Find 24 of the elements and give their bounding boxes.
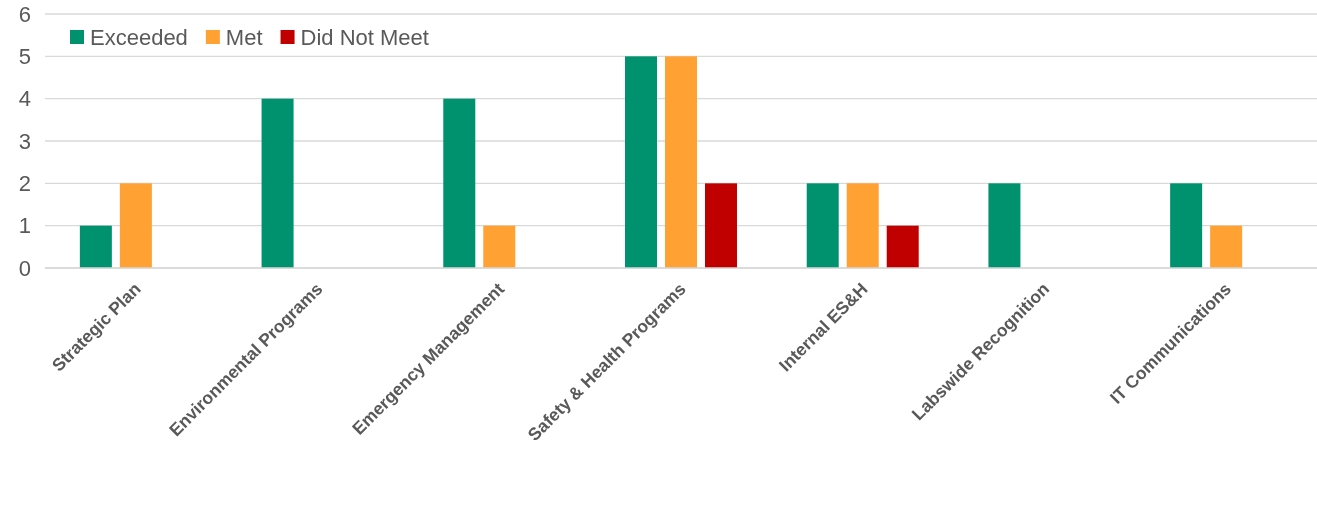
bar bbox=[1170, 183, 1203, 268]
bar bbox=[625, 56, 657, 268]
bar bbox=[705, 183, 737, 268]
y-tick-label: 4 bbox=[18, 86, 31, 112]
bar bbox=[1210, 225, 1243, 268]
y-tick-label: 1 bbox=[18, 213, 31, 239]
legend-label: Exceeded bbox=[90, 25, 188, 50]
bar bbox=[988, 183, 1021, 268]
bar bbox=[119, 183, 152, 268]
y-tick-label: 2 bbox=[18, 170, 31, 196]
bar bbox=[886, 225, 919, 268]
y-tick-label: 0 bbox=[18, 255, 31, 281]
y-tick-label: 3 bbox=[18, 128, 31, 154]
bar bbox=[261, 98, 294, 268]
bar bbox=[665, 56, 697, 268]
bar bbox=[443, 98, 476, 268]
legend-label: Met bbox=[225, 25, 263, 50]
bar bbox=[79, 225, 112, 268]
y-tick-label: 6 bbox=[18, 1, 31, 27]
bar bbox=[846, 183, 879, 268]
y-tick-label: 5 bbox=[18, 43, 31, 69]
bar bbox=[483, 225, 516, 268]
bar bbox=[806, 183, 839, 268]
legend-label: Did Not Meet bbox=[300, 25, 429, 50]
